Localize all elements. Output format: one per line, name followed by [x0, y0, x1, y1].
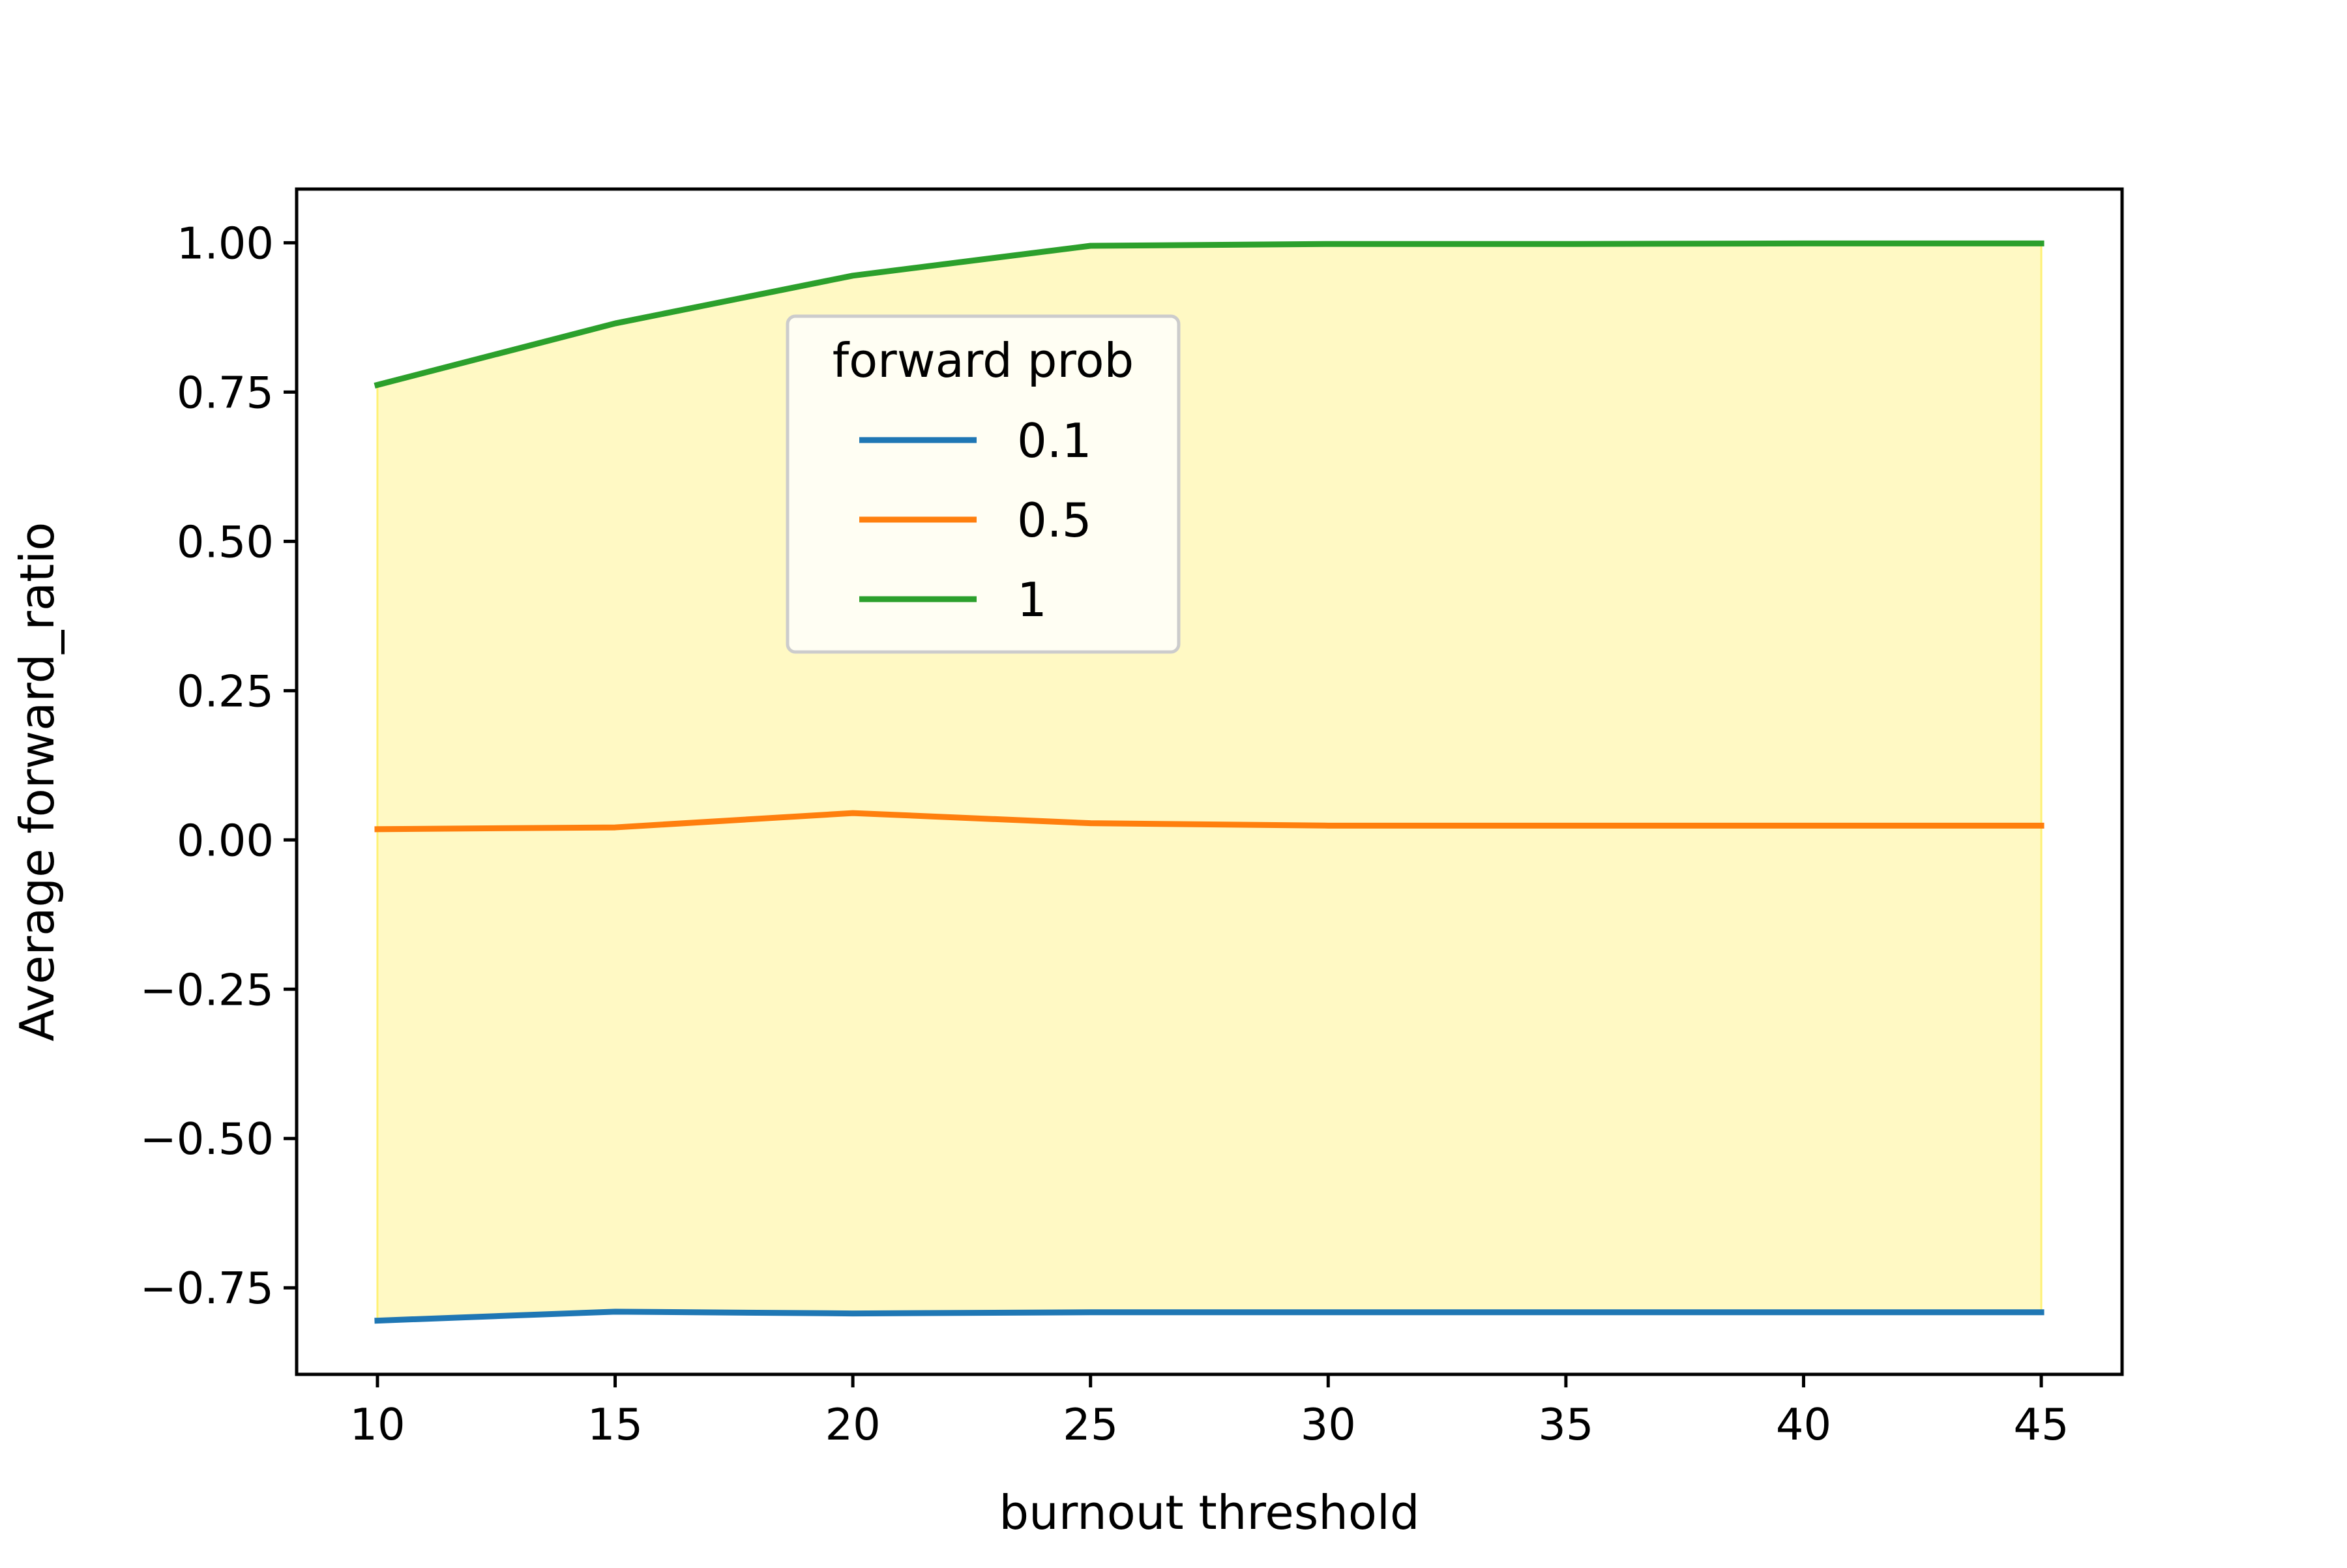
series-layer	[374, 240, 2044, 1324]
series-line-0.5	[374, 810, 2044, 833]
fill-between-area	[376, 242, 2043, 1322]
x-tick-label: 20	[825, 1399, 880, 1450]
x-tick-label: 45	[2013, 1399, 2069, 1450]
y-axis-ticks: −0.75 −0.50 −0.25 0.00 0.25 0.50 0.75 1.00	[140, 218, 297, 1314]
fill-between-layer	[376, 242, 2043, 1322]
x-tick-label: 10	[349, 1399, 405, 1450]
legend-label-0.1: 0.1	[1017, 413, 1092, 468]
legend-label-0.5: 0.5	[1017, 493, 1092, 548]
x-tick-label: 15	[587, 1399, 643, 1450]
y-tick-label: 1.00	[177, 218, 274, 269]
x-tick-label: 35	[1538, 1399, 1593, 1450]
legend-label-1: 1	[1017, 572, 1047, 627]
y-tick-label: −0.25	[140, 964, 274, 1015]
x-tick-label: 40	[1776, 1399, 1831, 1450]
y-tick-label: 0.75	[177, 367, 274, 418]
x-axis-label: burnout threshold	[999, 1485, 1419, 1540]
series-line-0.1	[374, 1309, 2044, 1324]
x-tick-label: 25	[1063, 1399, 1118, 1450]
legend-entries: 0.1 0.5 1	[859, 413, 1092, 627]
legend-box	[786, 314, 1181, 654]
series-line-1	[374, 240, 2044, 389]
legend-title: forward prob	[833, 333, 1134, 388]
plot-frame	[295, 187, 2124, 1376]
legend: forward prob 0.1 0.5 1	[786, 314, 1181, 654]
y-tick-label: −0.50	[140, 1114, 274, 1164]
y-tick-label: 0.00	[177, 815, 274, 866]
y-axis-label: Average forward_ratio	[10, 522, 65, 1042]
y-tick-label: 0.25	[177, 666, 274, 717]
x-tick-label: 30	[1301, 1399, 1356, 1450]
y-tick-label: 0.50	[177, 516, 274, 567]
x-axis-ticks: 10 15 20 25 30 35 40 45	[349, 1374, 2069, 1450]
y-tick-label: −0.75	[140, 1263, 274, 1314]
